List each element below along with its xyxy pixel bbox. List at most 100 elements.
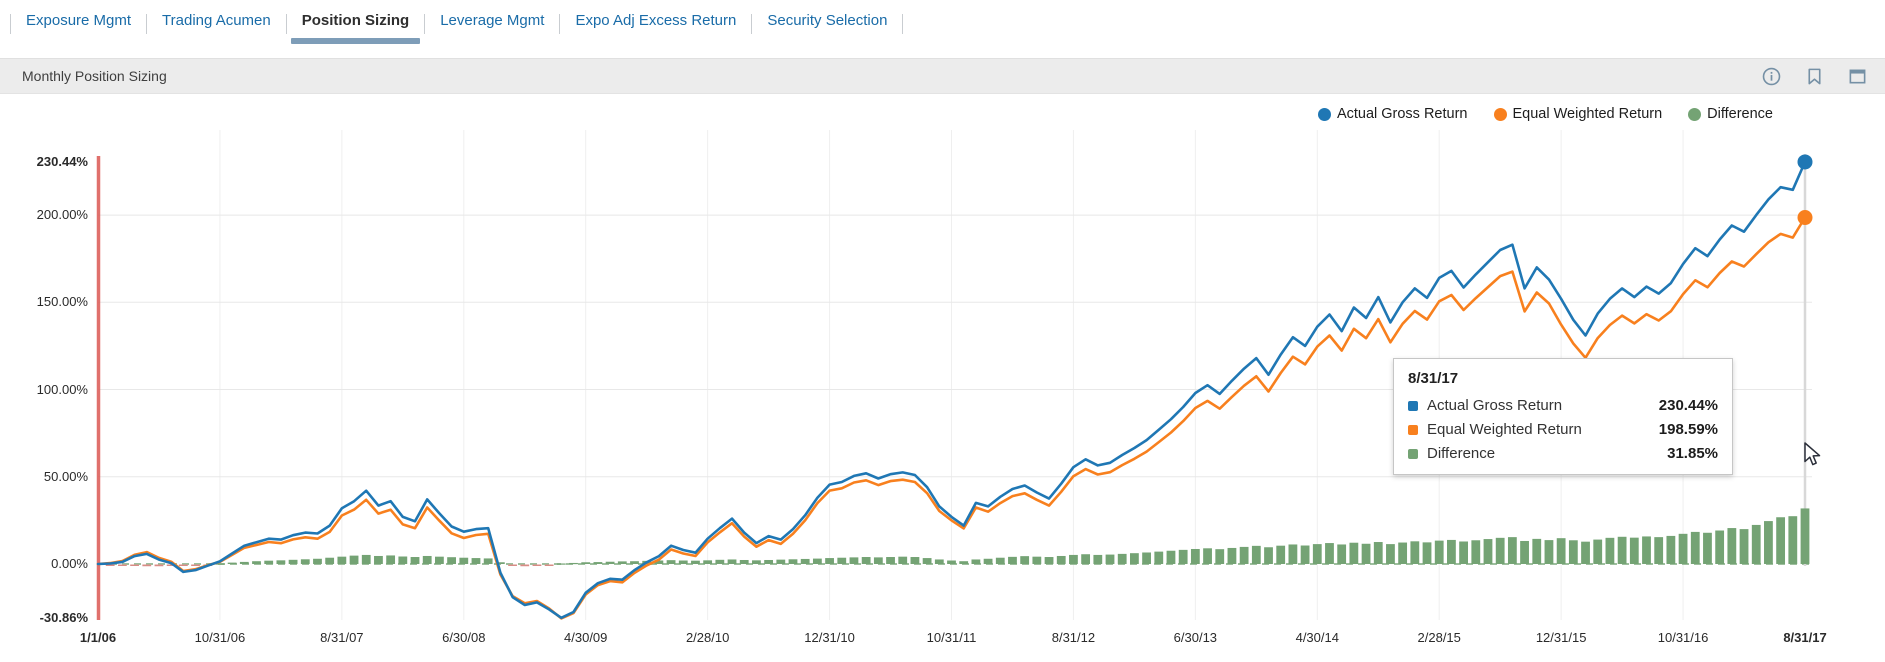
legend-item-equal-weighted-return[interactable]: Equal Weighted Return xyxy=(1493,106,1662,122)
tooltip-label: Actual Gross Return xyxy=(1427,397,1563,414)
difference-bar xyxy=(349,555,359,564)
difference-bar xyxy=(447,557,456,564)
panel-title: Monthly Position Sizing xyxy=(22,68,167,84)
difference-bar-negative xyxy=(178,564,188,566)
tab-exposure-mgmt[interactable]: Exposure Mgmt xyxy=(11,0,146,44)
difference-bar xyxy=(1386,544,1395,564)
difference-bar-negative xyxy=(105,564,115,566)
difference-bar xyxy=(410,557,420,564)
chart-legend: Actual Gross Return Equal Weighted Return… xyxy=(1317,106,1773,122)
difference-bar xyxy=(1727,528,1737,564)
difference-bar xyxy=(1800,508,1810,564)
tab-expo-adj-excess-return[interactable]: Expo Adj Excess Return xyxy=(560,0,751,44)
difference-bar xyxy=(1666,535,1676,564)
difference-bar xyxy=(1166,550,1176,564)
chart-panel: Actual Gross Return Equal Weighted Return… xyxy=(0,94,1885,662)
tab-trading-acumen[interactable]: Trading Acumen xyxy=(147,0,286,44)
difference-bar xyxy=(995,557,1005,564)
tooltip-rows: Actual Gross Return 230.44% Equal Weighted… xyxy=(1408,397,1718,462)
difference-bar xyxy=(398,556,408,564)
y-axis-tick-200-00: 200.00% xyxy=(36,207,88,223)
tab-leverage-mgmt[interactable]: Leverage Mgmt xyxy=(425,0,559,44)
difference-bar xyxy=(1629,537,1639,564)
tab-divider xyxy=(146,14,148,34)
bookmark-icon[interactable] xyxy=(1805,67,1824,86)
difference-bar xyxy=(886,557,895,564)
difference-bar-negative xyxy=(117,564,127,566)
difference-bar xyxy=(1434,540,1444,564)
difference-bar xyxy=(288,559,298,564)
legend-dot xyxy=(1688,107,1702,121)
difference-bar xyxy=(1081,554,1091,564)
tab-bar: Exposure Mgmt Trading Acumen Position Sizi… xyxy=(0,0,1885,58)
legend-dot xyxy=(1317,107,1331,121)
difference-bar xyxy=(1056,555,1066,564)
difference-bar xyxy=(1312,544,1322,564)
difference-bar xyxy=(1617,536,1627,564)
legend-item-actual-gross-return[interactable]: Actual Gross Return xyxy=(1317,106,1468,122)
tab-position-sizing[interactable]: Position Sizing xyxy=(287,0,425,44)
legend-label: Difference xyxy=(1707,106,1773,122)
difference-bar xyxy=(1764,521,1773,564)
info-icon[interactable] xyxy=(1762,67,1781,86)
x-axis-tick-10-31-06: 10/31/06 xyxy=(194,630,246,645)
difference-bar xyxy=(1044,557,1054,564)
difference-bar xyxy=(569,562,578,565)
tab-divider xyxy=(10,14,11,34)
tab-security-selection[interactable]: Security Selection xyxy=(752,0,902,44)
difference-bar xyxy=(812,558,822,564)
difference-bar-negative xyxy=(166,564,176,566)
difference-bar xyxy=(1300,545,1310,564)
difference-bar xyxy=(971,559,981,564)
tabs-container: Exposure Mgmt Trading Acumen Position Sizi… xyxy=(0,0,1885,58)
difference-bar xyxy=(849,557,859,564)
difference-bar xyxy=(1447,539,1456,564)
y-axis-tick-0-00: 0.00% xyxy=(51,556,88,571)
difference-bar xyxy=(1556,538,1566,564)
difference-bar xyxy=(1495,537,1505,564)
tooltip-value: 198.59% xyxy=(1658,421,1718,438)
difference-bar xyxy=(1020,556,1030,564)
difference-bar-negative xyxy=(544,564,554,566)
difference-bar xyxy=(691,560,700,564)
difference-bar xyxy=(300,559,310,564)
difference-bar xyxy=(1251,545,1261,564)
difference-bar xyxy=(764,559,774,564)
difference-bar xyxy=(1507,537,1517,564)
difference-bar xyxy=(1471,540,1481,564)
difference-bar xyxy=(1190,548,1200,564)
difference-bar xyxy=(1008,556,1017,564)
tab-label: Security Selection xyxy=(767,12,888,29)
difference-bar xyxy=(788,559,798,564)
difference-bar xyxy=(959,561,969,564)
difference-bar xyxy=(1105,554,1115,564)
difference-bar xyxy=(495,562,505,564)
x-axis-tick-4-30-14: 4/30/14 xyxy=(1295,630,1339,645)
difference-bar xyxy=(715,559,725,564)
y-axis-tick-150-00: 150.00% xyxy=(36,294,88,310)
difference-bar xyxy=(983,558,993,564)
tooltip-swatch xyxy=(1408,424,1418,435)
tab-divider xyxy=(559,14,561,34)
difference-bar xyxy=(934,559,944,564)
difference-bar xyxy=(1788,516,1798,564)
difference-bar xyxy=(739,559,749,564)
difference-bar xyxy=(1276,545,1286,564)
difference-bar xyxy=(483,558,493,564)
window-icon[interactable] xyxy=(1848,67,1867,86)
x-axis-tick-4-30-09: 4/30/09 xyxy=(564,630,608,645)
difference-bar xyxy=(1373,542,1383,564)
difference-bar xyxy=(1239,546,1249,564)
difference-bar xyxy=(1581,541,1590,564)
legend-item-difference[interactable]: Difference xyxy=(1688,106,1773,122)
difference-bar xyxy=(325,557,335,564)
y-axis-tick-30-86: -30.86% xyxy=(39,609,88,625)
mouse-cursor xyxy=(1804,442,1821,466)
legend-label: Actual Gross Return xyxy=(1336,106,1468,122)
actual-gross-return-line xyxy=(96,160,1807,620)
x-axis-tick-8-31-07: 8/31/07 xyxy=(320,630,364,645)
difference-bar xyxy=(800,558,810,564)
difference-bar-negative xyxy=(520,564,530,567)
difference-bar xyxy=(1739,529,1749,564)
tooltip-swatch xyxy=(1408,400,1418,411)
